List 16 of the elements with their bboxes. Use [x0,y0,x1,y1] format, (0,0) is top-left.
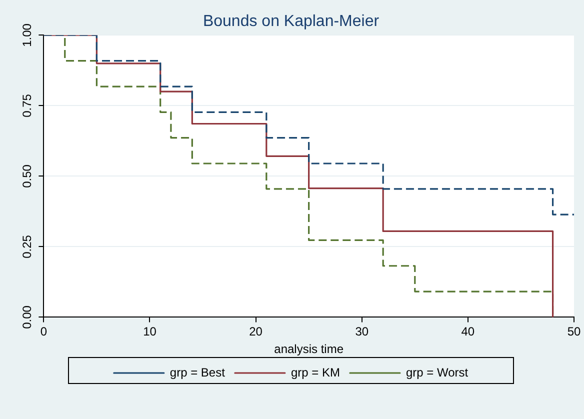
legend-label: grp = KM [290,365,340,380]
x-axis-title: analysis time [274,342,344,356]
legend-label: grp = Worst [406,365,469,380]
x-tick-label: 50 [567,324,581,339]
x-tick-label: 20 [249,324,263,339]
y-tick-label: 0.50 [20,164,34,188]
chart-title: Bounds on Kaplan-Meier [202,13,380,30]
x-tick-label: 10 [143,324,157,339]
y-tick-label: 0.00 [20,305,34,329]
x-tick-label: 40 [461,324,475,339]
y-tick-label: 0.75 [20,94,34,118]
y-tick-label: 1.00 [20,23,34,47]
legend-label: grp = Best [170,365,226,380]
y-tick-label: 0.25 [20,234,34,258]
x-tick-label: 30 [355,324,369,339]
x-tick-label: 0 [40,324,48,339]
